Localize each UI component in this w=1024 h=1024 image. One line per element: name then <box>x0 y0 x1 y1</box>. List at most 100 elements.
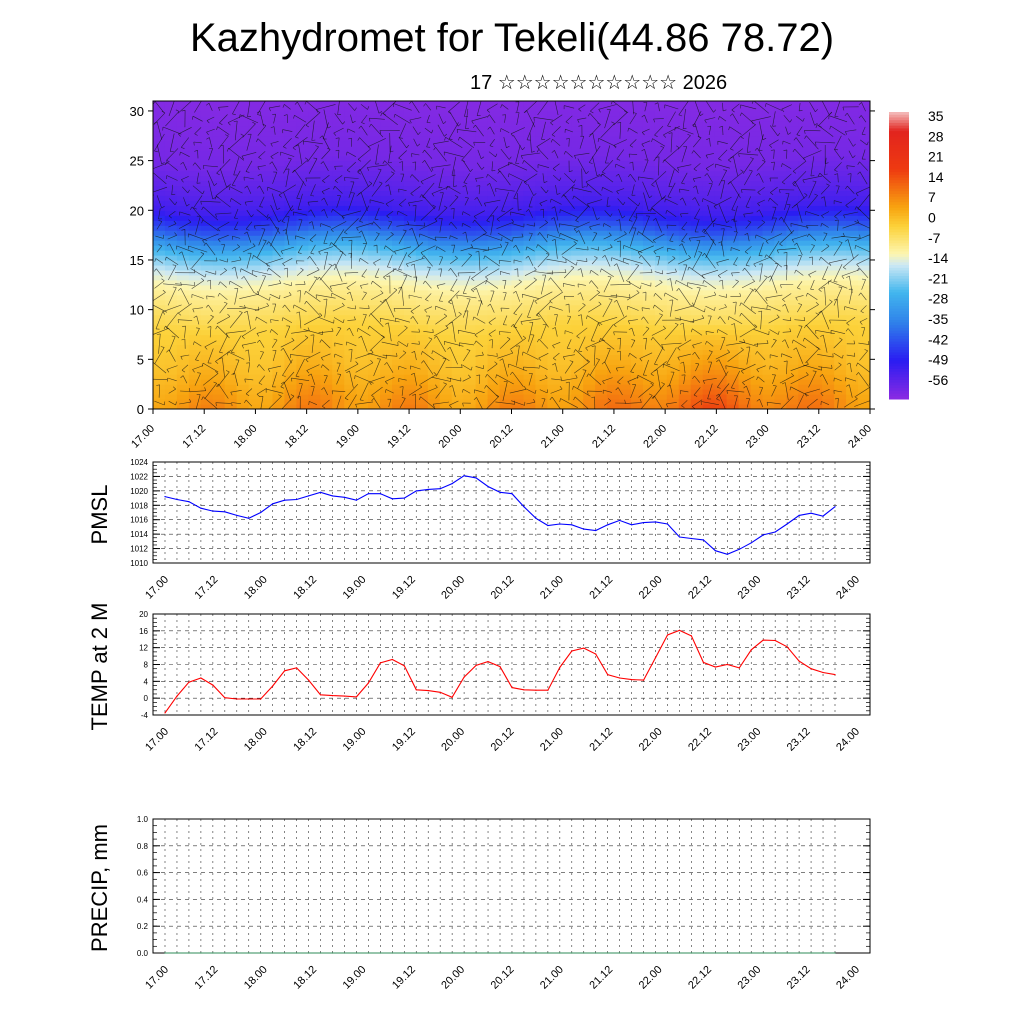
heatmap-cell <box>666 155 680 162</box>
heatmap-cell <box>846 190 859 196</box>
heatmap-cell <box>846 175 859 182</box>
heatmap-cell <box>774 105 787 112</box>
wind-barb <box>273 126 276 135</box>
heatmap-cell <box>523 284 536 291</box>
heatmap-cell <box>153 374 166 380</box>
heatmap-cell <box>200 374 214 380</box>
wind-barb-flag <box>342 121 346 125</box>
heatmap-cell <box>463 235 477 241</box>
heatmap-cell <box>427 255 441 261</box>
heatmap-cell <box>702 185 716 192</box>
heatmap-cell <box>834 155 847 162</box>
heatmap-cell <box>642 220 656 226</box>
heatmap-cell <box>320 279 333 286</box>
heatmap-cell <box>846 105 859 112</box>
wind-barb <box>247 311 251 330</box>
wind-barb-flag <box>339 251 344 253</box>
heatmap-cell <box>344 379 357 385</box>
heatmap-cell <box>427 324 441 331</box>
wind-barb <box>331 242 347 256</box>
heatmap-cell <box>607 369 620 375</box>
heatmap-cell <box>427 389 441 395</box>
wind-barb-flag <box>231 372 235 375</box>
heatmap-cell <box>332 245 345 251</box>
heatmap-cell <box>308 349 321 355</box>
heatmap-cell <box>224 269 238 276</box>
heatmap-cell <box>200 225 214 231</box>
heatmap-cell <box>212 130 226 137</box>
heatmap-cell <box>654 175 668 182</box>
heatmap-cell <box>678 255 692 261</box>
heatmap-cell <box>750 225 764 231</box>
heatmap-cell <box>499 180 513 187</box>
wind-barb <box>450 278 458 291</box>
heatmap-cell <box>726 324 740 331</box>
heatmap-cell <box>846 130 859 137</box>
heatmap-cell <box>451 175 465 182</box>
heatmap-cell <box>260 215 274 221</box>
heatmap-cell <box>380 364 393 370</box>
wind-barb <box>168 388 176 394</box>
heatmap-cell <box>153 369 166 375</box>
heatmap-cell <box>224 250 238 256</box>
heatmap-cell <box>810 180 823 187</box>
heatmap-cell <box>678 394 692 400</box>
wind-barb <box>221 244 225 254</box>
heatmap-cell <box>547 384 560 390</box>
heatmap-cell <box>559 130 572 137</box>
heatmap-cell <box>834 150 847 157</box>
heatmap-cell <box>750 170 764 177</box>
heatmap-cell <box>726 334 740 341</box>
wind-barb-flag <box>422 280 426 284</box>
heatmap-cell <box>631 180 644 187</box>
heatmap-cell <box>798 110 811 117</box>
wind-barb <box>333 229 345 246</box>
heatmap-cell <box>260 195 274 201</box>
heatmap-cell <box>272 115 286 122</box>
heatmap-cell <box>415 289 429 296</box>
wind-barb <box>448 101 460 113</box>
heatmap-cell <box>583 155 596 162</box>
heatmap-cell <box>726 240 740 246</box>
wind-barb <box>361 335 368 352</box>
heatmap-cell <box>332 384 345 390</box>
heatmap-cell <box>714 255 728 261</box>
wind-barb <box>330 221 347 230</box>
heatmap-cell <box>308 255 321 261</box>
heatmap-cell <box>547 279 560 286</box>
heatmap-cell <box>690 324 704 331</box>
wind-barb <box>419 233 437 241</box>
heatmap-cell <box>164 354 178 360</box>
heatmap-cell <box>631 349 644 355</box>
heatmap-cell <box>153 155 166 162</box>
wind-barb-flag <box>297 290 301 292</box>
heatmap-cell <box>451 190 465 196</box>
heatmap-cell <box>774 404 787 409</box>
heatmap-cell <box>702 220 716 226</box>
heatmap-cell <box>523 349 536 355</box>
heatmap-cell <box>642 120 656 127</box>
heatmap-cell <box>726 294 740 301</box>
wind-barb-flag <box>410 311 414 314</box>
wind-barb-flag <box>360 399 364 401</box>
heatmap-cell <box>834 284 847 291</box>
heatmap-cell <box>308 125 321 132</box>
heatmap-cell <box>571 344 584 350</box>
heatmap-cell <box>834 379 847 385</box>
heatmap-cell <box>176 374 190 380</box>
heatmap-cell <box>224 309 238 316</box>
heatmap-cell <box>392 264 405 271</box>
heatmap-cell <box>260 269 274 276</box>
heatmap-cell <box>392 284 405 291</box>
heatmap-cell <box>762 269 775 276</box>
heatmap-cell <box>511 319 525 326</box>
heatmap-cell <box>248 155 262 162</box>
heatmap-cell <box>236 180 250 187</box>
heatmap-cell <box>403 145 417 152</box>
heatmap-cell <box>260 175 274 182</box>
heatmap-cell <box>188 135 202 142</box>
heatmap-cell <box>475 215 489 221</box>
heatmap-cell <box>571 160 584 167</box>
wind-barb-flag <box>194 150 198 152</box>
wind-barb <box>284 104 291 110</box>
